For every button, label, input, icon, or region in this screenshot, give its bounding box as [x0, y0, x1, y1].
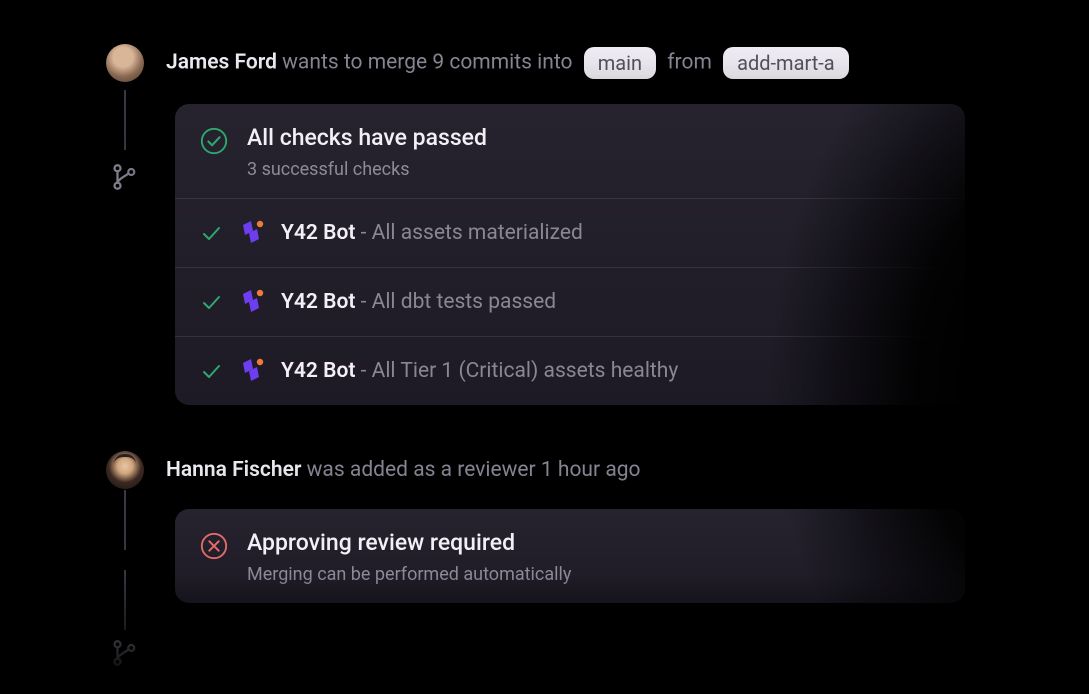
check-icon: [199, 290, 223, 314]
event-text: James Ford wants to merge 9 commits into…: [166, 47, 855, 79]
bot-name: Y42 Bot: [281, 221, 355, 245]
check-item[interactable]: Y42 Bot - All Tier 1 (Critical) assets h…: [175, 336, 965, 405]
check-desc: - All dbt tests passed: [355, 290, 556, 314]
y42-bot-icon: [239, 357, 267, 385]
check-item[interactable]: Y42 Bot - All assets materialized: [175, 198, 965, 267]
event-tail: from: [662, 51, 717, 75]
check-text: Y42 Bot - All dbt tests passed: [281, 290, 556, 314]
check-icon: [199, 221, 223, 245]
y42-bot-icon: [239, 219, 267, 247]
review-card-titles: Approving review required Merging can be…: [247, 529, 571, 585]
checks-card: All checks have passed 3 successful chec…: [175, 104, 965, 405]
event-tail: wants to merge 9 commits into: [277, 51, 578, 75]
check-item[interactable]: Y42 Bot - All dbt tests passed: [175, 267, 965, 336]
branch-pill-source[interactable]: add-mart-a: [723, 47, 849, 79]
check-desc: - All Tier 1 (Critical) assets healthy: [355, 359, 678, 383]
check-text: Y42 Bot - All assets materialized: [281, 221, 583, 245]
bot-name: Y42 Bot: [281, 290, 355, 314]
checks-subtitle: 3 successful checks: [247, 159, 487, 180]
timeline-line: [124, 90, 126, 150]
branch-icon: [108, 636, 142, 670]
branch-pill-target[interactable]: main: [584, 47, 656, 79]
actor-name[interactable]: James Ford: [166, 51, 277, 75]
fail-icon: [199, 531, 229, 561]
checks-card-header: All checks have passed 3 successful chec…: [175, 104, 965, 198]
check-text: Y42 Bot - All Tier 1 (Critical) assets h…: [281, 359, 678, 383]
timeline-event: James Ford wants to merge 9 commits into…: [106, 44, 1089, 82]
success-icon: [199, 126, 229, 156]
timeline-event: Hanna Fischer was added as a reviewer 1 …: [106, 451, 1089, 489]
avatar[interactable]: [106, 44, 144, 82]
timeline-line: [124, 570, 126, 630]
pr-timeline: James Ford wants to merge 9 commits into…: [0, 0, 1089, 603]
check-desc: - All assets materialized: [355, 221, 582, 245]
checks-title: All checks have passed: [247, 124, 487, 151]
bot-name: Y42 Bot: [281, 359, 355, 383]
review-subtitle: Merging can be performed automatically: [247, 564, 571, 585]
checks-card-titles: All checks have passed 3 successful chec…: [247, 124, 487, 180]
actor-name[interactable]: Hanna Fischer: [166, 458, 301, 482]
timeline-line: [124, 490, 126, 550]
review-card: Approving review required Merging can be…: [175, 509, 965, 603]
review-title: Approving review required: [247, 529, 571, 556]
avatar[interactable]: [106, 451, 144, 489]
event-tail: was added as a reviewer 1 hour ago: [301, 458, 640, 482]
check-icon: [199, 359, 223, 383]
branch-icon: [108, 160, 142, 194]
y42-bot-icon: [239, 288, 267, 316]
event-text: Hanna Fischer was added as a reviewer 1 …: [166, 458, 641, 482]
review-card-header: Approving review required Merging can be…: [175, 509, 965, 603]
